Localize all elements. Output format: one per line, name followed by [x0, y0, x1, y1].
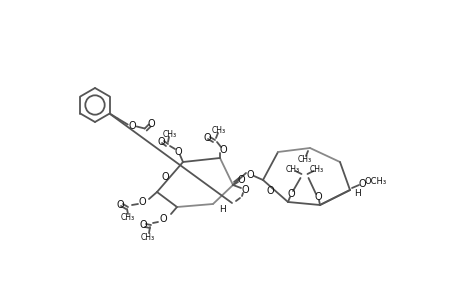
Text: O: O: [138, 197, 146, 207]
Text: CH₃: CH₃: [212, 125, 225, 134]
Text: CH₃: CH₃: [121, 212, 135, 221]
Text: O: O: [266, 186, 274, 196]
Text: O: O: [159, 214, 167, 224]
Text: H: H: [354, 188, 361, 197]
Text: O: O: [161, 172, 168, 182]
Text: CH₃: CH₃: [309, 164, 323, 173]
Text: CH₃: CH₃: [140, 232, 155, 242]
Text: O: O: [139, 220, 146, 230]
Text: CH₃: CH₃: [162, 130, 177, 139]
Text: O: O: [358, 179, 365, 189]
Text: O: O: [148, 118, 155, 128]
Text: OCH₃: OCH₃: [364, 178, 386, 187]
Text: O: O: [157, 137, 164, 147]
Text: O: O: [174, 147, 181, 157]
Text: CH₃: CH₃: [285, 164, 299, 173]
Text: O: O: [218, 145, 226, 155]
Text: H: H: [219, 205, 226, 214]
Text: O: O: [116, 200, 123, 210]
Text: O: O: [313, 192, 321, 202]
Text: O: O: [286, 189, 294, 199]
Text: CH₃: CH₃: [297, 154, 311, 164]
Text: O: O: [129, 121, 136, 130]
Text: O: O: [203, 133, 210, 143]
Text: O: O: [237, 175, 244, 185]
Text: O: O: [241, 185, 248, 195]
Text: O: O: [246, 170, 253, 180]
